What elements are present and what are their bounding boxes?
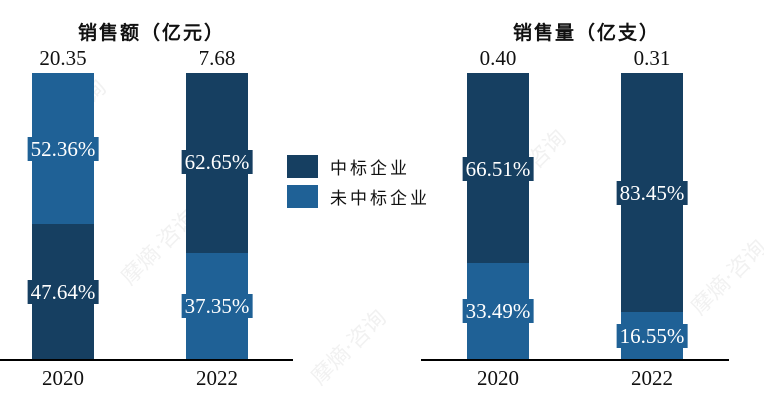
bar-total-label: 0.31 <box>633 46 671 70</box>
x-axis <box>0 359 293 361</box>
bar-total-label: 0.40 <box>479 46 517 70</box>
segment-percent-label: 47.64% <box>27 280 99 304</box>
x-tick-label: 2020 <box>477 366 519 390</box>
legend-item-non-winning: 未中标企业 <box>287 181 430 211</box>
segment-percent-label: 37.35% <box>181 294 253 318</box>
segment-percent-label: 52.36% <box>27 137 99 161</box>
segment-percent-label: 83.45% <box>616 181 688 205</box>
chart-title: 销售量（亿支） <box>513 22 661 44</box>
legend-swatch <box>287 154 318 178</box>
legend-item-winning: 中标企业 <box>287 151 430 181</box>
segment-percent-label: 16.55% <box>616 324 688 348</box>
x-tick-label: 2020 <box>42 366 84 390</box>
legend: 中标企业 未中标企业 <box>287 151 430 211</box>
segment-percent-label: 62.65% <box>181 150 253 174</box>
stacked-bar-2022 <box>621 73 683 359</box>
legend-label: 中标企业 <box>330 158 410 179</box>
x-tick-label: 2022 <box>196 366 238 390</box>
x-axis <box>421 359 729 361</box>
sales-amount-chart: 销售额（亿元） 20.35 7.68 52.36% 47.64% 62.65% … <box>0 0 300 406</box>
x-tick-label: 2022 <box>631 366 673 390</box>
legend-swatch <box>287 184 318 208</box>
segment-percent-label: 66.51% <box>462 157 534 181</box>
legend-label: 未中标企业 <box>330 188 430 209</box>
bar-total-label: 7.68 <box>198 46 236 70</box>
chart-title: 销售额（亿元） <box>78 22 226 44</box>
bar-total-label: 20.35 <box>39 46 87 70</box>
segment-percent-label: 33.49% <box>462 299 534 323</box>
